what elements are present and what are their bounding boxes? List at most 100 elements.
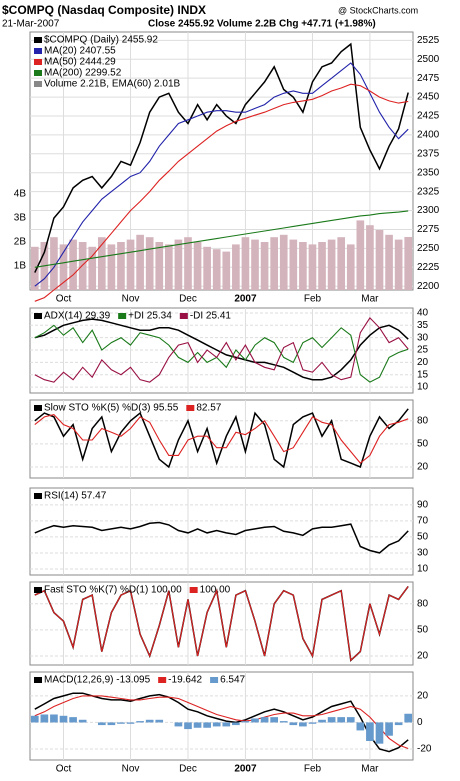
legend-label: 6.547 <box>220 675 245 686</box>
histogram-bar <box>222 722 231 727</box>
y-tick-label: 2300 <box>417 205 440 216</box>
y-tick-label: 90 <box>417 499 429 510</box>
y-tick-label: 2325 <box>417 186 440 197</box>
panel-frame <box>29 671 414 761</box>
volume-bar <box>327 239 336 290</box>
histogram-bar <box>126 722 135 724</box>
volume-bar <box>97 237 106 290</box>
x-tick-label: Feb <box>304 294 322 305</box>
volume-bar <box>394 239 403 290</box>
y-tick-label: -20 <box>417 744 432 755</box>
legend-swatch <box>158 677 167 683</box>
volume-bar <box>155 242 164 290</box>
y-tick-label: 2225 <box>417 262 440 273</box>
histogram-bar <box>50 714 58 723</box>
series-line <box>34 413 409 464</box>
x-tick-label: Feb <box>304 764 322 775</box>
y-tick-label: 80 <box>417 415 429 426</box>
y-tick-label: 80 <box>417 598 429 609</box>
series-line <box>34 695 409 750</box>
y-tick-label: 2350 <box>417 167 440 178</box>
x-tick-label: Dec <box>179 294 197 305</box>
legend-label: Fast STO %K(7) %D(1) 100.00 <box>44 585 182 596</box>
volume-bar <box>232 244 240 290</box>
volume-bar <box>251 239 259 290</box>
histogram-bar <box>30 715 39 723</box>
histogram-bar <box>251 718 259 723</box>
legend-label: Volume 2.21B, EMA(60) 2.01B <box>44 79 181 90</box>
volume-bar <box>165 244 173 290</box>
series-line <box>34 83 409 302</box>
volume-bar <box>50 237 58 290</box>
volume-bar <box>126 239 135 290</box>
y-tick-label: 20 <box>417 462 429 473</box>
histogram-bar <box>232 722 240 726</box>
volume-bar <box>212 249 221 290</box>
x-tick-label: 2007 <box>234 294 257 305</box>
volume-bar <box>289 239 298 290</box>
y-tick-label: 15 <box>417 369 429 380</box>
y-tick-label: 2525 <box>417 35 440 46</box>
volume-bar <box>69 239 77 290</box>
legend-label: Slow STO %K(5) %D(3) 95.55 <box>44 403 179 414</box>
histogram-bar <box>40 714 49 723</box>
volume-bar <box>193 242 202 290</box>
y-tick-label: 20 <box>417 357 429 368</box>
y-tick-label: 2425 <box>417 111 440 122</box>
legend-label: -19.642 <box>168 675 202 686</box>
y-tick-label: 2200 <box>417 281 440 292</box>
volume-bar <box>308 244 317 290</box>
x-tick-label: Nov <box>122 764 140 775</box>
x-tick-label: Oct <box>56 294 72 305</box>
legend-swatch <box>34 587 42 593</box>
legend-swatch <box>179 313 188 319</box>
panel-frame <box>29 399 414 479</box>
x-tick-label: 2007 <box>234 764 257 775</box>
legend-swatch <box>34 59 42 65</box>
panel-frame <box>29 581 414 666</box>
histogram-bar <box>193 722 202 728</box>
y-tick-label: 10 <box>417 382 429 393</box>
series-line <box>34 585 409 662</box>
legend-swatch <box>34 81 42 87</box>
date: 21-Mar-2007 <box>2 19 60 30</box>
legend-label: MA(50) 2444.29 <box>44 57 116 68</box>
x-tick-label: Mar <box>361 294 379 305</box>
volume-bar <box>78 242 87 290</box>
panel-frame <box>29 487 414 576</box>
histogram-bar <box>404 713 413 723</box>
legend-label: MACD(12,26,9) -13.095 <box>44 675 151 686</box>
y-tick-label: 0 <box>417 717 423 728</box>
chart-title: $COMPQ (Nasdaq Composite) INDX <box>2 3 206 17</box>
histogram-bar <box>346 717 355 723</box>
histogram-bar <box>203 722 211 728</box>
legend-swatch <box>34 48 42 54</box>
volume-tick-label: 4B <box>14 189 27 200</box>
y-tick-label: 2250 <box>417 243 440 254</box>
legend-label: RSI(14) 57.47 <box>44 491 107 502</box>
volume-bar <box>241 237 250 290</box>
volume-bar <box>356 220 365 290</box>
histogram-bar <box>394 722 403 726</box>
volume-bar <box>117 242 125 290</box>
legend-swatch <box>34 677 42 683</box>
volume-tick-label: 3B <box>14 213 27 224</box>
histogram-bar <box>366 722 374 742</box>
y-tick-label: 25 <box>417 345 429 356</box>
volume-bar <box>136 234 144 290</box>
histogram-bar <box>327 717 336 723</box>
legend-swatch <box>189 587 198 593</box>
legend-swatch <box>34 405 42 411</box>
y-tick-label: 20 <box>417 691 429 702</box>
volume-bar <box>59 244 68 290</box>
histogram-bar <box>337 717 346 723</box>
legend-swatch <box>210 677 219 683</box>
volume-bar <box>203 246 211 290</box>
y-tick-label: 70 <box>417 516 429 527</box>
legend-label: MA(200) 2299.52 <box>44 68 122 79</box>
volume-bar <box>270 237 278 290</box>
histogram-bar <box>136 721 144 723</box>
volume-bar <box>318 242 326 290</box>
x-tick-label: Nov <box>122 294 140 305</box>
